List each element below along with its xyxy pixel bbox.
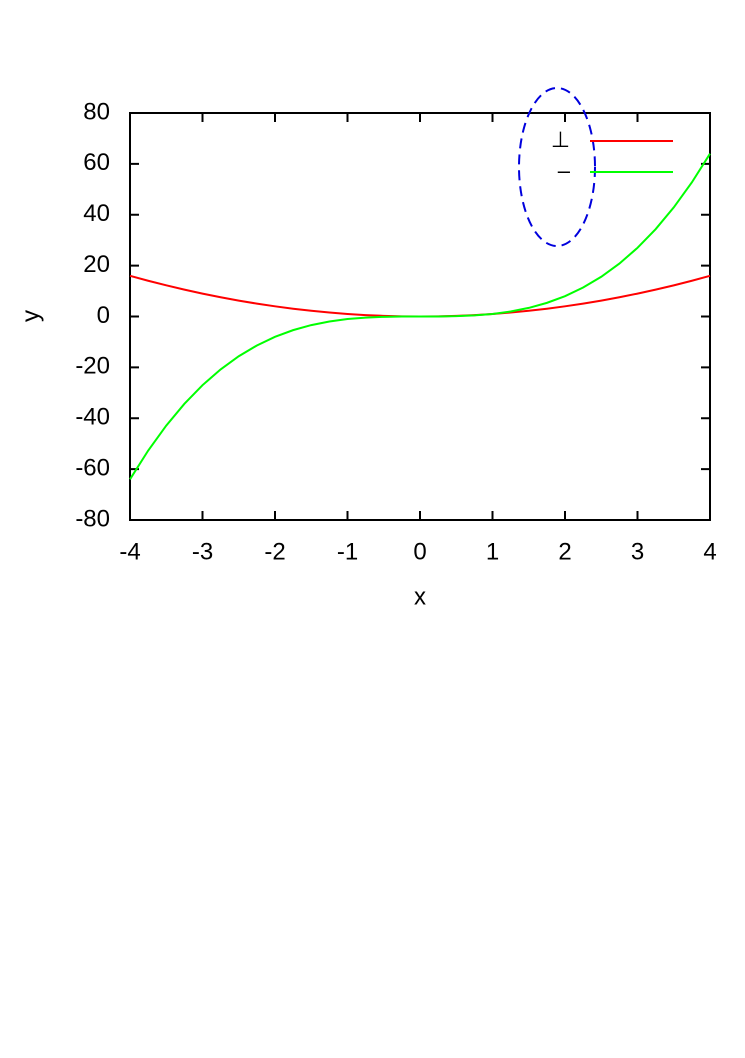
legend-label: ⊥	[551, 127, 570, 152]
y-tick-label: 80	[83, 98, 110, 125]
legend-label: –	[558, 158, 571, 183]
series-line	[129, 153, 711, 480]
y-tick-label: 40	[83, 200, 110, 227]
x-tick-label: -2	[264, 538, 285, 565]
x-tick-label: -4	[119, 538, 140, 565]
x-tick-label: 3	[631, 538, 644, 565]
y-axis-label: y	[17, 310, 44, 322]
x-tick-label: -3	[192, 538, 213, 565]
x-tick-label: -1	[337, 538, 358, 565]
x-tick-label: 2	[558, 538, 571, 565]
x-axis-label: x	[414, 583, 426, 610]
annotation-ellipse	[518, 87, 596, 247]
y-tick-label: 0	[97, 302, 110, 329]
x-tick-label: 0	[413, 538, 426, 565]
y-tick-label: -60	[75, 454, 110, 481]
y-tick-label: -80	[75, 505, 110, 532]
series-line	[129, 274, 711, 318]
y-tick-label: 20	[83, 251, 110, 278]
y-tick-label: -20	[75, 353, 110, 380]
x-tick-label: 4	[703, 538, 716, 565]
x-tick-label: 1	[486, 538, 499, 565]
y-tick-label: 60	[83, 149, 110, 176]
y-tick-label: -40	[75, 404, 110, 431]
